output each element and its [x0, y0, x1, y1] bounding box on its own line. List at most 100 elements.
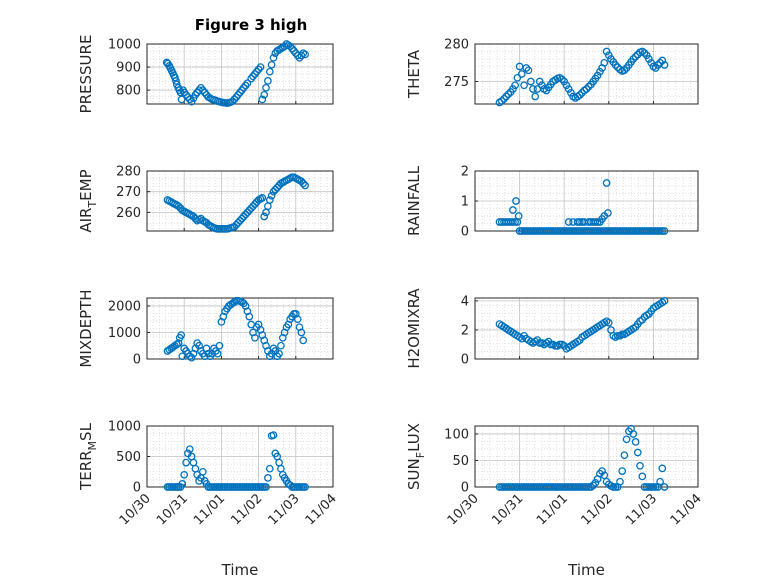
data-point — [280, 42, 289, 51]
axes-box — [474, 43, 699, 105]
data-point — [185, 445, 194, 454]
y-tick-label: 1 — [461, 195, 469, 210]
data-point — [584, 483, 593, 491]
data-point — [620, 66, 629, 75]
data-point — [649, 483, 658, 491]
y-tick-label: 900 — [116, 61, 141, 76]
data-point — [660, 297, 669, 305]
x-tick-label: 11/02 — [579, 491, 616, 528]
data-point — [252, 67, 261, 76]
y-tick-label: 800 — [116, 84, 141, 99]
data-point — [230, 95, 239, 104]
data-point — [504, 90, 513, 99]
data-point — [258, 95, 267, 104]
data-point — [531, 92, 540, 101]
data-point — [267, 191, 276, 200]
data-point — [602, 179, 611, 187]
data-point — [171, 73, 179, 82]
data-series — [163, 173, 309, 233]
data-point — [180, 470, 189, 479]
minor-grid — [475, 426, 698, 487]
x-tick-label: 10/30 — [445, 491, 482, 528]
data-point — [609, 483, 618, 491]
data-point — [301, 50, 309, 59]
data-point — [239, 83, 248, 92]
y-axis-label: SUNFLUX — [405, 423, 427, 490]
y-axis-label: PRESSURE — [77, 35, 95, 114]
subplot-6: 0 2 4 H2OMIXRA — [405, 288, 699, 369]
data-point — [517, 70, 526, 78]
data-point — [564, 218, 573, 226]
data-point — [172, 340, 181, 349]
data-point — [251, 333, 259, 342]
data-point — [558, 75, 566, 84]
data-point — [245, 312, 254, 321]
data-point — [645, 55, 653, 63]
data-point — [629, 430, 638, 438]
data-point — [616, 477, 624, 486]
y-tick-label: 1000 — [108, 326, 141, 341]
data-point — [584, 82, 593, 91]
data-series — [495, 424, 669, 491]
data-point — [258, 194, 267, 202]
data-point — [509, 206, 517, 214]
data-point — [591, 478, 600, 487]
data-point — [622, 435, 631, 444]
data-point — [172, 77, 180, 85]
data-point — [513, 73, 522, 82]
y-tick-label: 0 — [133, 481, 141, 496]
data-point — [269, 53, 278, 62]
y-tick-label: 100 — [444, 427, 469, 442]
data-point — [249, 72, 257, 81]
y-axis-label: MIXDEPTH — [77, 289, 95, 367]
data-point — [611, 483, 620, 491]
data-point — [629, 55, 638, 63]
axes-box — [474, 425, 699, 488]
y-axis-label: RAINFALL — [405, 165, 423, 236]
data-series — [163, 296, 308, 362]
data-point — [264, 474, 272, 482]
data-point — [243, 208, 252, 217]
data-point — [578, 88, 586, 97]
data-point — [180, 88, 189, 97]
data-point — [593, 71, 602, 80]
data-point — [267, 60, 276, 69]
y-tick-label: 0 — [461, 353, 469, 368]
figure-title: Figure 3 high — [195, 16, 308, 34]
data-point — [256, 63, 265, 71]
data-point — [198, 467, 207, 476]
data-point — [575, 218, 584, 226]
data-point — [301, 483, 309, 491]
data-point — [511, 218, 519, 226]
y-tick-label: 270 — [116, 185, 141, 200]
data-point — [575, 91, 584, 99]
data-point — [604, 209, 612, 217]
data-point — [600, 471, 609, 480]
data-point — [243, 79, 252, 88]
data-point — [618, 330, 627, 339]
y-axis-label: H2OMIXRA — [405, 288, 423, 369]
y-tick-label: 2000 — [108, 299, 141, 314]
data-series — [163, 431, 309, 491]
subplot-3: 260 270 280 AIRTEMP — [77, 165, 334, 233]
data-point — [620, 451, 629, 460]
y-tick-label: 0 — [133, 353, 141, 368]
data-point — [290, 47, 298, 55]
y-tick-label: 500 — [116, 450, 141, 465]
data-point — [582, 85, 591, 93]
data-point — [520, 81, 528, 90]
data-point — [178, 480, 187, 488]
data-point — [618, 467, 627, 475]
x-tick-label: 11/04 — [303, 491, 340, 528]
y-tick-label: 1000 — [108, 420, 141, 435]
x-tick-label: 11/01 — [191, 491, 228, 528]
data-point — [640, 49, 649, 57]
data-point — [656, 58, 664, 67]
data-point — [555, 340, 564, 349]
x-tick-label: 10/31 — [154, 491, 191, 528]
data-point — [638, 472, 647, 481]
y-tick-label: 280 — [116, 165, 141, 180]
data-point — [529, 85, 537, 93]
